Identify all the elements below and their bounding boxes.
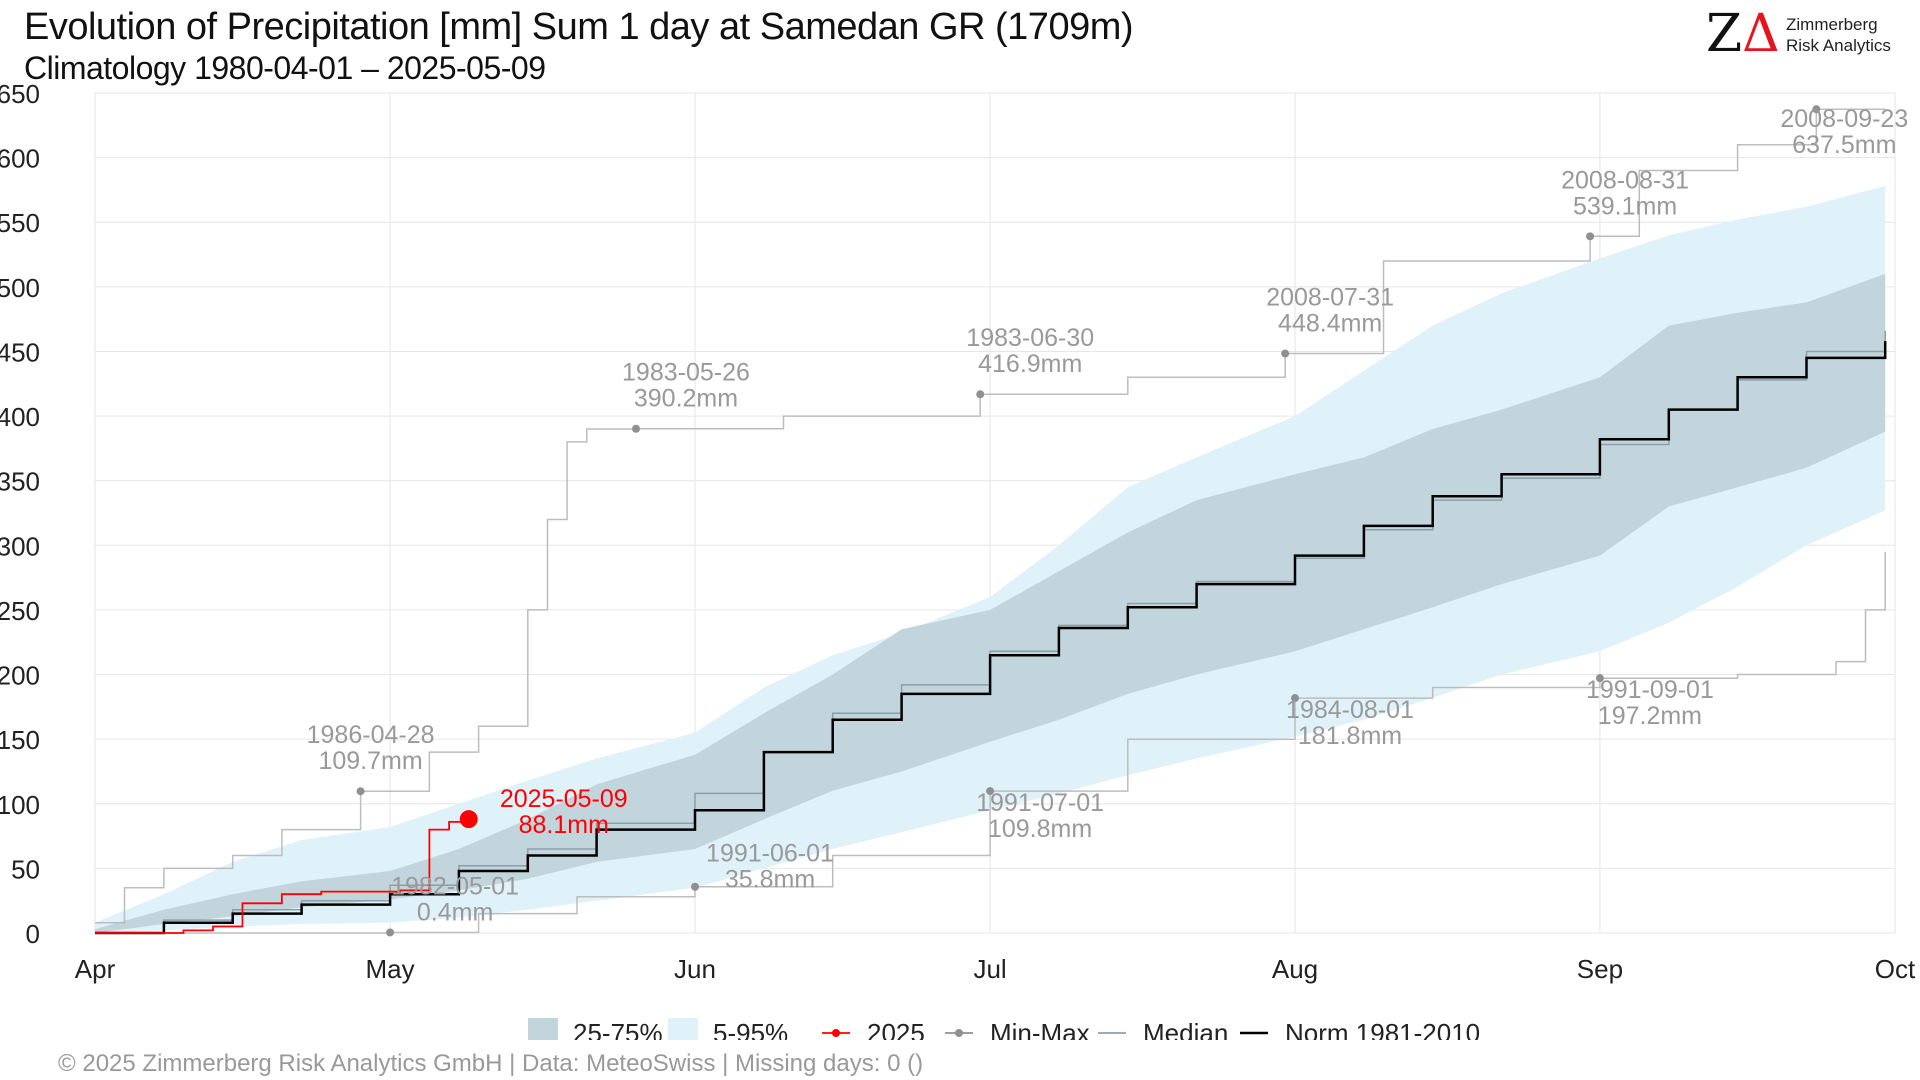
legend: 25-75% 5-95% 2025 Min-Max Median Norm 1981-20… xyxy=(528,1018,1480,1040)
annotation-date: 2008-09-23 xyxy=(1780,105,1908,133)
minmax-point xyxy=(1812,105,1821,114)
zimmerberg-logo: ZΔ Zimmerberg Risk Analytics xyxy=(1706,8,1906,60)
y-tick-label: 650 xyxy=(0,79,40,109)
logo-mark-icon: ZΔ xyxy=(1706,4,1780,64)
annotation-points xyxy=(356,105,1821,937)
y-tick-label: 350 xyxy=(0,467,40,497)
annotation-value: 416.9mm xyxy=(978,350,1082,378)
minmax-point xyxy=(1281,349,1290,358)
legend-swatch-band-5-95 xyxy=(668,1018,698,1040)
minmax-point xyxy=(356,787,365,796)
y-tick-label: 200 xyxy=(0,661,40,691)
y-tick-label: 250 xyxy=(0,596,40,626)
current-year-point xyxy=(459,810,478,829)
minmax-point xyxy=(691,882,699,891)
logo-line-2: Risk Analytics xyxy=(1786,36,1891,55)
annotation-date: 1982-05-01 xyxy=(391,872,519,900)
annotation-value: 539.1mm xyxy=(1573,192,1677,220)
percentile-bands xyxy=(95,186,1886,933)
legend-label: 2025 xyxy=(867,1018,925,1040)
annotation-date: 1983-06-30 xyxy=(966,324,1094,352)
x-tick-label: Aug xyxy=(1272,954,1318,984)
annotation-date: 2025-05-09 xyxy=(500,785,628,813)
annotation-date: 1986-04-28 xyxy=(307,721,435,749)
band-25-75 xyxy=(95,273,1886,933)
chart-title: Evolution of Precipitation [mm] Sum 1 da… xyxy=(24,6,1134,48)
y-tick-label: 150 xyxy=(0,725,40,755)
annotation-value: 109.8mm xyxy=(988,815,1092,843)
minmax-point xyxy=(1595,674,1604,683)
y-tick-label: 50 xyxy=(11,854,40,884)
logo-line-1: Zimmerberg xyxy=(1786,15,1878,34)
annotation-date: 1991-07-01 xyxy=(976,789,1104,817)
chart-subtitle: Climatology 1980-04-01 – 2025-05-09 xyxy=(24,50,546,86)
series-lines xyxy=(95,108,1887,935)
annotation-value: 0.4mm xyxy=(417,898,493,926)
x-tick-label: Jul xyxy=(973,954,1006,984)
legend-label: Min-Max xyxy=(990,1018,1090,1040)
y-tick-label: 400 xyxy=(0,402,40,432)
x-axis: Apr May Jun Jul Aug Sep Oct xyxy=(75,954,1916,984)
y-tick-label: 600 xyxy=(0,144,40,174)
series-line-norm xyxy=(95,341,1887,935)
minmax-point xyxy=(386,928,395,937)
annotation-value: 637.5mm xyxy=(1792,131,1896,159)
annotation-value: 181.8mm xyxy=(1298,722,1402,750)
legend-label: Norm 1981-2010 xyxy=(1285,1018,1480,1040)
annotation-value: 197.2mm xyxy=(1598,702,1702,730)
annotation-date: 1991-09-01 xyxy=(1586,676,1714,704)
minmax-point xyxy=(1586,232,1595,241)
y-tick-label: 500 xyxy=(0,273,40,303)
annotation-date: 2008-08-31 xyxy=(1561,166,1689,194)
y-tick-label: 100 xyxy=(0,790,40,820)
minmax-point xyxy=(976,390,985,399)
annotation-date: 1991-06-01 xyxy=(706,840,834,868)
annotation-date: 1984-08-01 xyxy=(1286,696,1414,724)
x-tick-label: Oct xyxy=(1875,954,1916,984)
annotation-date: 1983-05-26 xyxy=(622,359,750,387)
legend-point-current-year xyxy=(832,1029,840,1037)
legend-label: 25-75% xyxy=(573,1018,663,1040)
series-line-min xyxy=(95,551,1886,934)
annotation-value: 35.8mm xyxy=(725,866,815,894)
band-5-95 xyxy=(95,186,1886,933)
legend-label: Median xyxy=(1143,1018,1228,1040)
annotation-date: 2008-07-31 xyxy=(1266,284,1394,312)
x-tick-label: Sep xyxy=(1577,954,1623,984)
minmax-point xyxy=(1291,694,1299,703)
y-tick-label: 300 xyxy=(0,531,40,561)
y-tick-label: 450 xyxy=(0,337,40,367)
legend-swatch-band-25-75 xyxy=(528,1018,558,1040)
minmax-point xyxy=(986,787,995,796)
y-tick-label: 0 xyxy=(26,919,40,949)
y-axis: 0 50 100 150 200 250 300 350 400 450 500 550 600 650 xyxy=(0,79,40,949)
series-line-max xyxy=(95,108,1886,924)
annotation-value: 88.1mm xyxy=(519,811,609,839)
series-line-current-year xyxy=(95,819,470,934)
x-tick-label: Apr xyxy=(75,954,116,984)
x-tick-label: May xyxy=(366,954,415,984)
legend-point-minmax xyxy=(955,1029,963,1037)
annotation-value: 448.4mm xyxy=(1278,310,1382,338)
annotation-value: 390.2mm xyxy=(634,385,738,413)
logo-text: Zimmerberg Risk Analytics xyxy=(1786,14,1891,56)
y-tick-label: 550 xyxy=(0,208,40,238)
x-tick-label: Jun xyxy=(674,954,716,984)
footer-credit: © 2025 Zimmerberg Risk Analytics GmbH | … xyxy=(58,1050,924,1077)
minmax-point xyxy=(631,424,640,433)
legend-label: 5-95% xyxy=(713,1018,788,1040)
annotation-value: 109.7mm xyxy=(318,747,422,775)
